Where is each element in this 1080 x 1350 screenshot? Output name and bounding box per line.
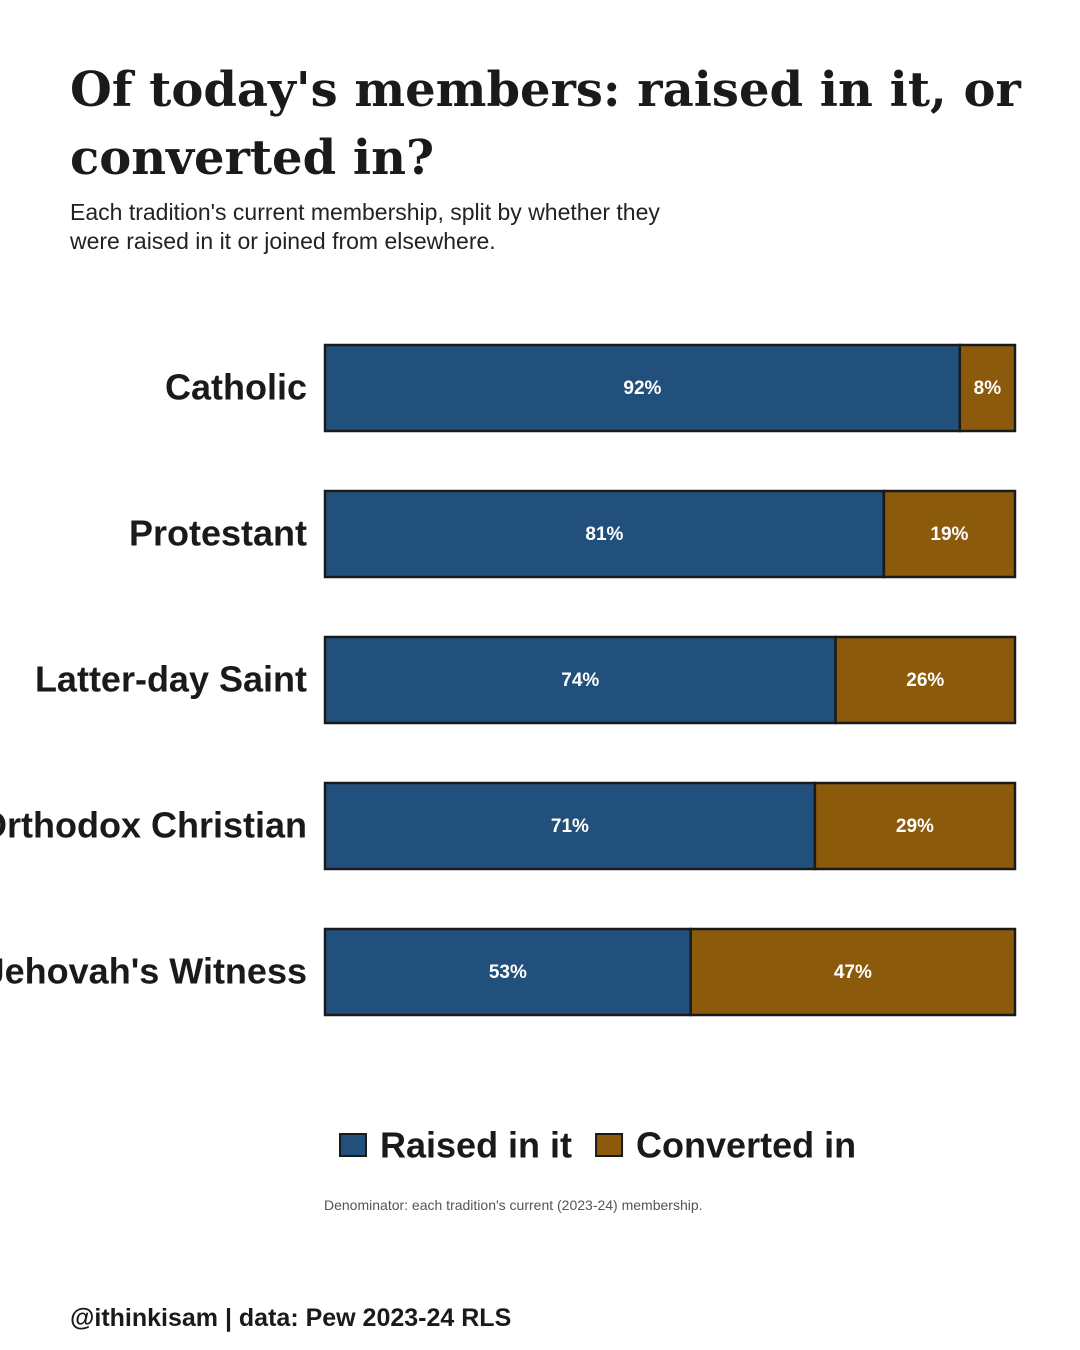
data-label-converted-in-catholic: 8% (974, 378, 1002, 399)
category-label-latter-day-saint: Latter-day Saint (35, 659, 307, 700)
chart-title: Of today's members: raised in it, or con… (70, 62, 1021, 186)
chart-subtitle: Each tradition's current membership, spl… (70, 199, 660, 254)
category-label-catholic: Catholic (165, 367, 307, 408)
bar-converted-in-protestant (882, 489, 1017, 579)
data-label-converted-in-protestant: 19% (930, 524, 968, 545)
bar-raised-in-it-catholic (323, 343, 962, 433)
credit-footer: @ithinkisam | data: Pew 2023-24 RLS (70, 1304, 512, 1332)
denominator-note: Denominator: each tradition's current (2… (324, 1197, 703, 1213)
bar-raised-in-it-latter-day-saint (323, 635, 837, 725)
data-label-converted-in-latter-day-saint: 26% (906, 670, 944, 691)
data-label-converted-in-jehovah-s-witness: 47% (834, 962, 872, 983)
legend-label-raised-in-it: Raised in it (380, 1125, 572, 1166)
data-label-raised-in-it-orthodox-christian: 71% (551, 816, 589, 837)
bar-raised-in-it-jehovah-s-witness (323, 927, 692, 1017)
bar-converted-in-latter-day-saint (834, 635, 1017, 725)
category-label-protestant: Protestant (129, 513, 307, 554)
data-label-converted-in-orthodox-christian: 29% (896, 816, 934, 837)
legend-label-converted-in: Converted in (636, 1125, 856, 1166)
legend-swatch-raised-in-it (339, 1133, 367, 1157)
data-label-raised-in-it-jehovah-s-witness: 53% (489, 962, 527, 983)
bar-converted-in-jehovah-s-witness (689, 927, 1017, 1017)
bar-converted-in-orthodox-christian (813, 781, 1017, 871)
data-label-raised-in-it-protestant: 81% (585, 524, 623, 545)
data-label-raised-in-it-catholic: 92% (623, 378, 661, 399)
legend-swatch-converted-in (595, 1133, 624, 1157)
category-label-orthodox-christian: Orthodox Christian (0, 805, 307, 846)
legend: Raised in it Converted in (339, 1125, 856, 1166)
bar-converted-in-catholic (958, 343, 1017, 433)
bar-raised-in-it-orthodox-christian (323, 781, 817, 871)
category-label-jehovah-s-witness: Jehovah's Witness (0, 951, 307, 992)
bars-group: Catholic 92% 8% Protestant 81% 19% Latter-day … (0, 343, 1017, 1017)
data-label-raised-in-it-latter-day-saint: 74% (561, 670, 599, 691)
bar-raised-in-it-protestant (323, 489, 886, 579)
